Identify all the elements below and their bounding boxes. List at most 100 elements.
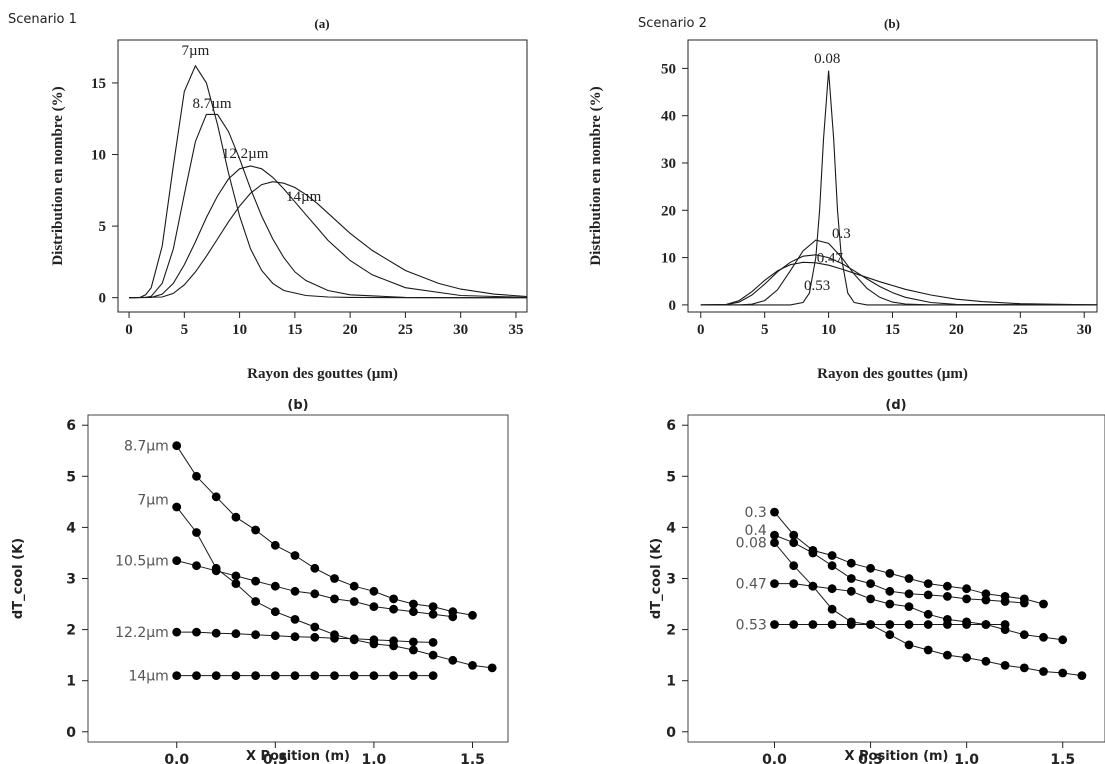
data-point [172, 441, 182, 451]
data-point [448, 612, 458, 622]
data-point [827, 551, 837, 560]
y-axis-label: Distribution en nombre (%) [50, 86, 66, 265]
y-tick-label: 10 [91, 148, 106, 164]
data-point [251, 525, 260, 535]
series-label: 7µm [181, 43, 209, 59]
data-point [349, 581, 359, 591]
data-point [251, 671, 260, 680]
data-point [428, 650, 438, 660]
plot-frame [687, 39, 1098, 313]
series-line [774, 583, 1063, 641]
y-tick-label: 3 [66, 572, 76, 588]
x-axis-label: Rayon des gouttes (µm) [817, 366, 968, 382]
y-tick-label: 3 [666, 572, 676, 588]
series-label: 0.53 [804, 278, 830, 294]
series-line [700, 239, 1097, 306]
data-point [866, 594, 875, 604]
series-line [700, 261, 1097, 306]
y-axis-label: dT_cool (K) [649, 538, 664, 619]
chart-title: (b) [287, 398, 308, 413]
x-axis-label: X Position (m) [844, 749, 948, 764]
x-tick-label: 10 [821, 322, 836, 338]
x-tick-label: 1.0 [362, 752, 387, 764]
data-point [192, 561, 201, 571]
data-point [270, 607, 280, 617]
series-label: 0.53 [736, 618, 767, 634]
plot-frame [117, 39, 528, 313]
data-point [409, 671, 418, 680]
data-point [389, 594, 398, 604]
data-point [428, 671, 438, 680]
data-point [468, 610, 477, 620]
data-point [866, 563, 875, 573]
x-tick-label: 0.0 [164, 752, 189, 764]
data-point [389, 604, 398, 614]
data-point [330, 594, 339, 604]
data-point [885, 599, 895, 609]
data-point [923, 645, 933, 655]
data-point [211, 492, 221, 502]
series-label: 8.7µm [192, 96, 231, 112]
data-point [1000, 661, 1010, 670]
series-line [129, 64, 527, 299]
data-point [1039, 599, 1048, 609]
x-tick-label: 0.0 [762, 752, 787, 764]
data-point [409, 645, 418, 655]
data-point [770, 620, 779, 629]
data-point [923, 620, 933, 629]
data-point [409, 599, 418, 609]
data-point [904, 574, 914, 583]
data-point [789, 579, 799, 588]
data-point [808, 620, 818, 629]
data-point [866, 579, 875, 588]
data-point [270, 581, 280, 591]
data-point [827, 620, 837, 629]
data-point [827, 561, 837, 571]
series-label: 10.5µm [115, 554, 169, 570]
chart-title: (d) [885, 398, 906, 413]
chart-panel-1: (a) 0 5 10 15 20 25 30 35 0 5 10 15 Rayon des gouttes… [50, 16, 528, 382]
series-label: 0.08 [736, 536, 767, 552]
x-tick-label: 5 [181, 322, 189, 338]
data-point [409, 607, 418, 617]
data-point [330, 671, 339, 680]
x-tick-label: 15 [885, 322, 900, 338]
data-point [1019, 630, 1029, 640]
data-point [923, 579, 933, 588]
data-point [1019, 663, 1029, 673]
data-point [789, 538, 799, 548]
data-point [231, 671, 241, 680]
y-tick-label: 10 [661, 251, 676, 267]
y-tick-label: 5 [99, 219, 107, 235]
data-point [172, 502, 182, 512]
data-point [1000, 620, 1010, 629]
data-point [808, 548, 818, 558]
chart-panel-4: (d) 0.0 0.5 1.0 1.5 0 1 2 3 4 5 6 X Position (m) dT_c… [649, 398, 1105, 764]
data-point [866, 620, 875, 629]
data-point [904, 640, 914, 650]
x-tick-label: 0 [697, 322, 705, 338]
data-point [192, 671, 201, 680]
data-point [270, 631, 280, 641]
data-point [389, 671, 398, 680]
series-line [129, 165, 527, 299]
y-tick-label: 1 [66, 674, 76, 690]
y-tick-label: 6 [66, 418, 76, 434]
data-point [789, 620, 799, 629]
data-point [827, 584, 837, 594]
data-point [251, 630, 260, 640]
y-tick-label: 0 [99, 291, 107, 307]
data-point [943, 620, 952, 629]
series-label: 0.3 [832, 226, 851, 242]
x-axis-label: Rayon des gouttes (µm) [247, 366, 398, 382]
series-line [176, 445, 473, 616]
data-point [1058, 635, 1068, 645]
y-tick-label: 15 [91, 76, 106, 92]
series-label: 0.4 [745, 523, 767, 539]
data-point [270, 671, 280, 680]
chart-panel-3: (b) 0.0 0.5 1.0 1.5 0 1 2 3 4 5 6 X Position (m) dT_c… [11, 398, 509, 764]
data-point [330, 574, 339, 583]
series-line [129, 181, 527, 299]
data-point [231, 571, 241, 581]
